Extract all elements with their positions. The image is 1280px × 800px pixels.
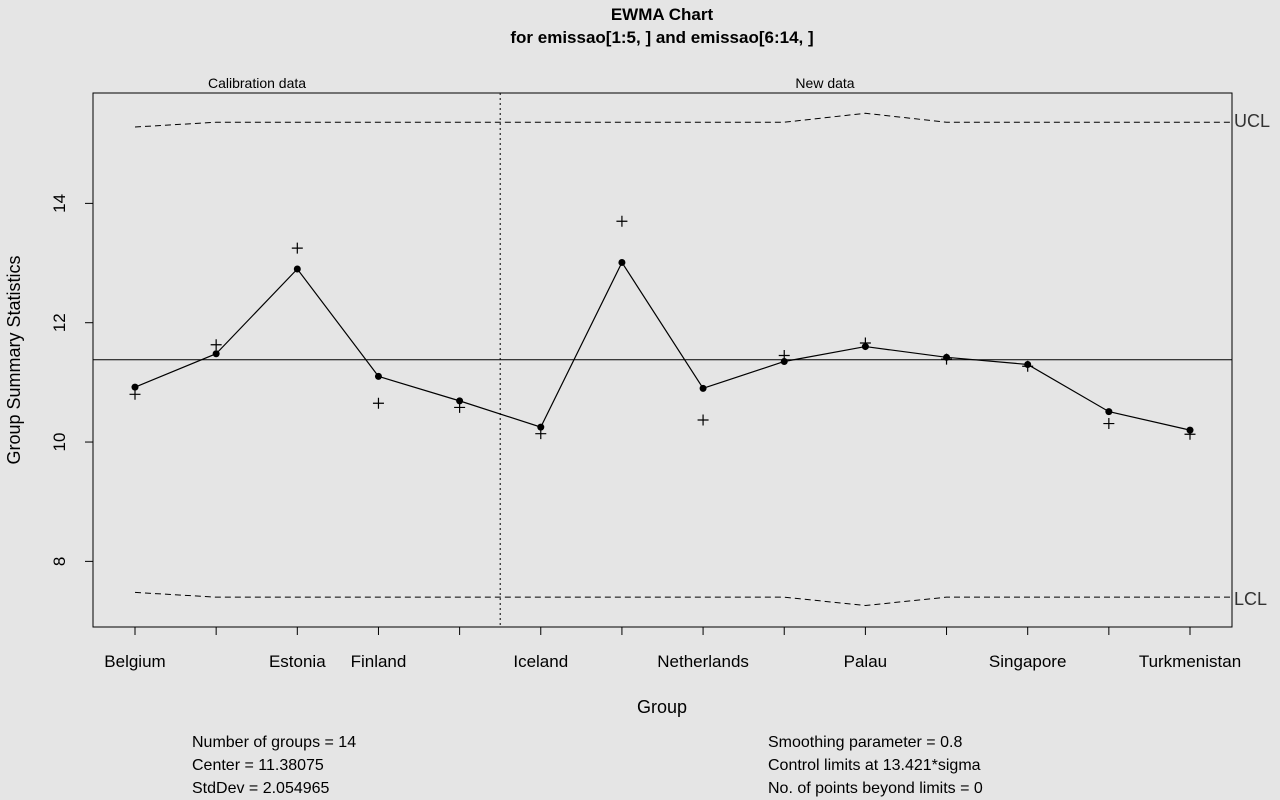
ewma-point xyxy=(1105,408,1113,416)
stat-smoothing: Smoothing parameter = 0.8 xyxy=(768,734,963,751)
y-tick-label: 10 xyxy=(50,433,69,452)
ewma-point xyxy=(699,384,707,392)
x-tick-label: Singapore xyxy=(989,652,1067,671)
y-tick-label: 14 xyxy=(50,194,69,213)
group-statistic-point xyxy=(778,350,790,362)
stats-right: Smoothing parameter = 0.8 Control limits… xyxy=(768,731,983,800)
stat-center: Center = 11.38075 xyxy=(192,757,324,774)
chart-subtitle: for emissao[1:5, ] and emissao[6:14, ] xyxy=(510,28,813,47)
lcl-label: LCL xyxy=(1234,589,1267,609)
x-axis: Belgium Estonia Finland Iceland Netherlands P… xyxy=(104,627,1241,671)
ucl-line xyxy=(134,112,1231,128)
y-tick-label: 12 xyxy=(50,313,69,332)
group-statistic-point xyxy=(1103,418,1115,430)
x-tick-label: Belgium xyxy=(104,652,165,671)
group-statistic-point xyxy=(859,337,871,349)
group-statistic-point xyxy=(535,428,547,440)
lcl-line xyxy=(134,591,1231,607)
y-tick-label: 8 xyxy=(50,557,69,566)
group-statistic-point xyxy=(697,414,709,426)
stat-groups: Number of groups = 14 xyxy=(192,734,357,751)
ewma-point xyxy=(456,397,464,405)
series-layer xyxy=(129,215,1196,440)
group-statistic-point xyxy=(941,353,953,365)
ucl-label: UCL xyxy=(1234,111,1270,131)
group-statistic-point xyxy=(616,215,628,227)
control-limits xyxy=(93,93,1232,627)
calibration-data-label: Calibration data xyxy=(208,75,306,91)
y-axis: 8 10 12 14 xyxy=(50,194,93,566)
group-statistic-point xyxy=(1022,360,1034,372)
ewma-point xyxy=(131,383,139,391)
ewma-point xyxy=(212,350,220,358)
group-statistic-point xyxy=(210,339,222,351)
group-statistic-point xyxy=(129,388,141,400)
x-tick-label: Netherlands xyxy=(657,652,749,671)
x-tick-label: Turkmenistan xyxy=(1139,652,1241,671)
group-statistic-point xyxy=(454,401,466,413)
ewma-point xyxy=(293,265,301,273)
x-tick-label: Estonia xyxy=(269,652,326,671)
y-axis-title: Group Summary Statistics xyxy=(4,255,24,464)
stat-limits: Control limits at 13.421*sigma xyxy=(768,757,981,774)
x-tick-label: Palau xyxy=(844,652,887,671)
new-data-label: New data xyxy=(795,75,854,91)
ewma-point xyxy=(618,258,626,266)
ewma-point xyxy=(780,357,788,365)
chart-title: EWMA Chart xyxy=(611,5,714,24)
x-axis-title: Group xyxy=(637,697,687,717)
ewma-point xyxy=(374,372,382,380)
ewma-point xyxy=(537,423,545,431)
stat-stddev: StdDev = 2.054965 xyxy=(192,780,330,797)
ewma-line xyxy=(134,261,1191,431)
stats-left: Number of groups = 14 Center = 11.38075 … xyxy=(192,731,356,800)
group-statistic-point xyxy=(291,242,303,254)
x-tick-label: Iceland xyxy=(513,652,568,671)
stat-beyond: No. of points beyond limits = 0 xyxy=(768,780,983,797)
x-tick-label: Finland xyxy=(351,652,407,671)
group-statistic-point xyxy=(372,397,384,409)
group-statistic-point xyxy=(1184,428,1196,440)
